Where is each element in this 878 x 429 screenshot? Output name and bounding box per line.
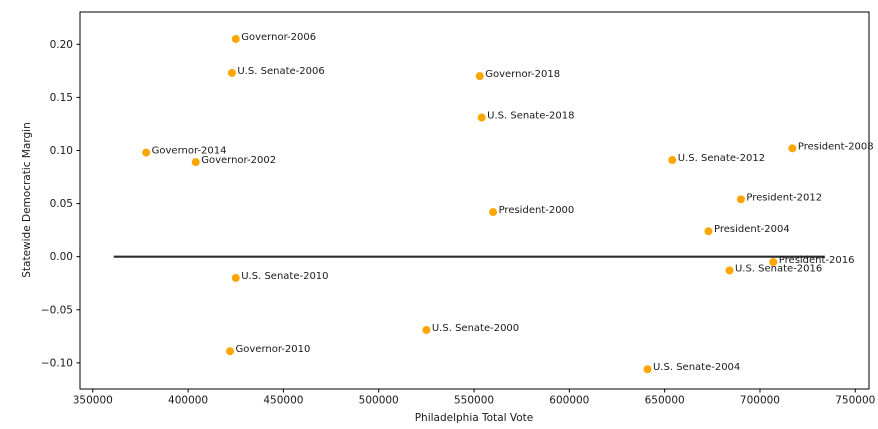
data-point bbox=[422, 325, 431, 334]
point-label: U.S. Senate-2018 bbox=[487, 111, 574, 122]
point-label: President-2000 bbox=[499, 205, 575, 216]
y-axis-title: Statewide Democratic Margin bbox=[21, 122, 33, 278]
x-tick-label: 350000 bbox=[73, 395, 113, 407]
point-label: President-2008 bbox=[798, 141, 874, 152]
point-label: U.S. Senate-2006 bbox=[237, 66, 324, 77]
y-tick-label: 0.00 bbox=[50, 251, 73, 263]
point-label: U.S. Senate-2010 bbox=[241, 271, 328, 282]
point-label: U.S. Senate-2004 bbox=[653, 362, 740, 373]
x-tick-label: 700000 bbox=[740, 395, 780, 407]
x-tick-label: 450000 bbox=[263, 395, 303, 407]
x-tick-label: 650000 bbox=[645, 395, 685, 407]
data-point bbox=[142, 148, 151, 157]
point-label: Governor-2018 bbox=[485, 69, 560, 80]
data-point bbox=[788, 144, 797, 153]
data-point bbox=[475, 72, 484, 81]
y-tick-label: −0.10 bbox=[41, 357, 73, 369]
data-point bbox=[643, 365, 652, 374]
data-point bbox=[704, 227, 713, 236]
data-point bbox=[769, 257, 778, 266]
point-label: U.S. Senate-2000 bbox=[432, 323, 519, 334]
y-tick-label: 0.20 bbox=[50, 39, 73, 51]
data-point bbox=[668, 156, 677, 165]
data-point bbox=[231, 273, 240, 282]
point-label: President-2012 bbox=[746, 192, 822, 203]
point-label: U.S. Senate-2012 bbox=[678, 153, 765, 164]
point-labels-group: Governor-2006 U.S. Senate-2006 Governor-20… bbox=[152, 32, 874, 373]
y-tick-label: 0.05 bbox=[50, 198, 73, 210]
point-label: President-2016 bbox=[779, 255, 855, 266]
data-point bbox=[736, 195, 745, 204]
x-tick-label: 500000 bbox=[359, 395, 399, 407]
y-axis-ticks: 0.20 0.15 0.10 0.05 0.00 −0.05 −0.10 bbox=[41, 39, 80, 369]
point-label: Governor-2006 bbox=[241, 32, 316, 43]
point-label: Governor-2010 bbox=[236, 344, 311, 355]
data-point bbox=[725, 266, 734, 275]
x-axis-ticks: 350000 400000 450000 500000 550000 600000 6500… bbox=[73, 389, 875, 407]
y-tick-label: −0.05 bbox=[41, 304, 73, 316]
point-label: Governor-2002 bbox=[201, 155, 276, 166]
data-point bbox=[227, 68, 236, 77]
point-label: President-2004 bbox=[714, 224, 790, 235]
data-point bbox=[489, 208, 498, 217]
x-axis-title: Philadelphia Total Vote bbox=[415, 412, 534, 424]
data-point bbox=[226, 347, 235, 356]
x-tick-label: 550000 bbox=[454, 395, 494, 407]
point-label: Governor-2014 bbox=[152, 146, 227, 157]
point-label: U.S. Senate-2016 bbox=[735, 263, 822, 274]
x-tick-label: 750000 bbox=[835, 395, 875, 407]
x-tick-label: 600000 bbox=[549, 395, 589, 407]
data-point bbox=[477, 113, 486, 122]
data-point bbox=[231, 34, 240, 43]
data-point bbox=[191, 158, 200, 167]
x-tick-label: 400000 bbox=[168, 395, 208, 407]
data-points-group bbox=[142, 34, 797, 374]
y-tick-label: 0.10 bbox=[50, 145, 73, 157]
y-tick-label: 0.15 bbox=[50, 92, 73, 104]
